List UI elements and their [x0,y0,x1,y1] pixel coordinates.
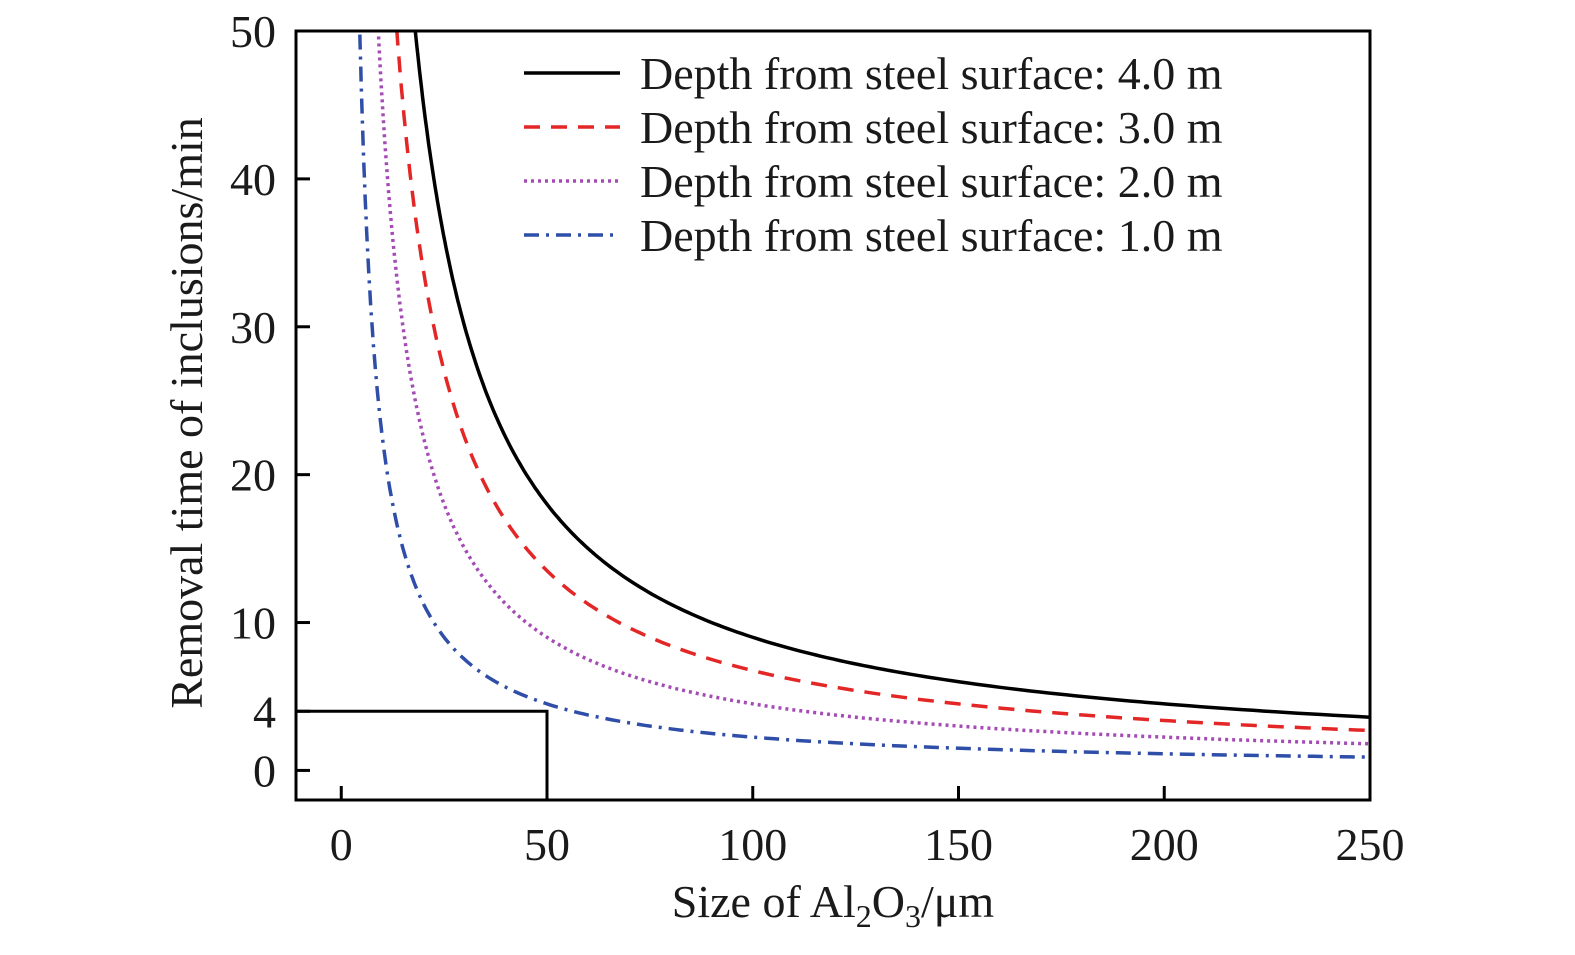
x-tick-label: 200 [1130,819,1199,870]
y-tick-label: 40 [230,154,276,205]
x-tick-label: 150 [924,819,993,870]
series-line-4 [358,31,1370,759]
x-tick-label: 250 [1336,819,1405,870]
y-axis-title: Removal time of inclusions/min [161,117,212,709]
legend-label-4: Depth from steel surface: 1.0 m [640,210,1223,261]
x-axis-title-main: Size of Al [672,876,856,927]
y-tick-label: 30 [230,302,276,353]
legend-label-1: Depth from steel surface: 4.0 m [640,48,1223,99]
series-line-1 [413,31,1370,719]
series-line-3 [376,31,1370,746]
y-tick-label: 10 [230,598,276,649]
plot-frame [294,29,1372,802]
x-axis-title-sub-3: 3 [905,898,921,934]
y-axis-ticks: 0 4 10 20 30 40 50 [230,6,310,796]
x-tick-label: 100 [718,819,787,870]
y-tick-label: 0 [253,745,276,796]
x-axis-title-sub-2: 2 [856,898,872,934]
legend-label-2: Depth from steel surface: 3.0 m [640,102,1223,153]
y-tick-label: 20 [230,450,276,501]
x-tick-label: 0 [330,819,353,870]
x-axis-title-unit: /μm [921,876,994,927]
legend-label-3: Depth from steel surface: 2.0 m [640,156,1223,207]
series-line-2 [395,31,1370,733]
reference-line [296,709,549,800]
x-tick-label: 50 [524,819,570,870]
x-axis-ticks: 0 50 100 150 200 250 [330,786,1405,870]
x-axis-title-mid: O [872,876,905,927]
y-tick-label: 50 [230,6,276,57]
x-axis-title: Size of Al2O3/μm [672,876,995,934]
plot-area [296,31,1370,800]
y-tick-label: 4 [253,686,276,737]
